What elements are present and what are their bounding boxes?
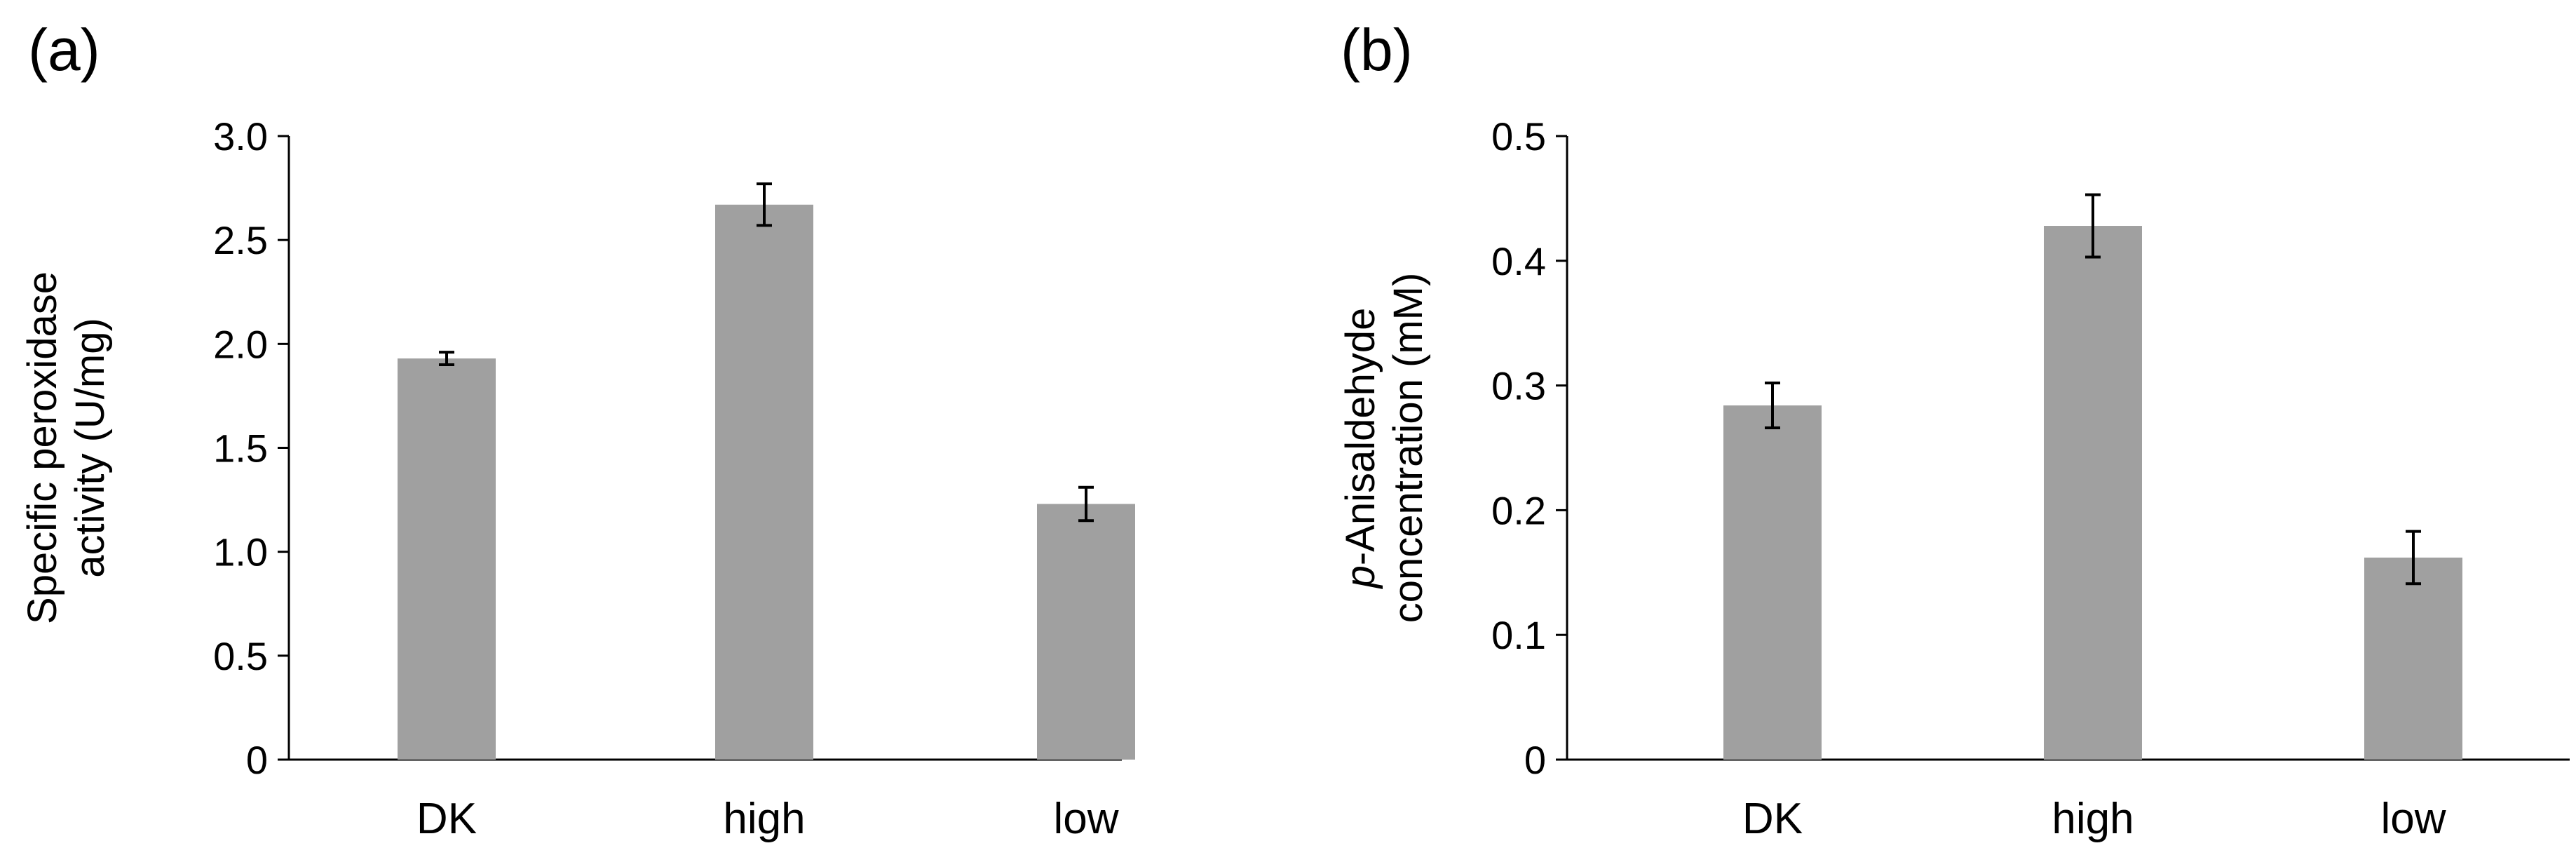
bar-b-high [2044,226,2142,760]
y-tick-label-b-2: 0.2 [1491,488,1546,532]
panel-label-b: (b) [1341,17,1413,83]
error-bar-b-low [2406,530,2421,586]
bar-b-dk [1723,405,1822,760]
x-tick-label-a-1: high [723,795,805,843]
panel-b-chart: (b) 0 0.1 0.2 0.3 0.4 0.5 DK high low p-Anisaldehy… [1338,17,2570,843]
y-tick-label-b-3: 0.3 [1491,364,1546,408]
y-tick-label-a-5: 2.5 [213,218,268,262]
panel-a-chart: (a) 0 0.5 1.0 1.5 2.0 2.5 3.0 DK high low Specific … [20,17,1135,843]
bar-a-low [1037,504,1135,760]
y-tick-label-a-4: 2.0 [213,322,268,366]
x-tick-label-a-0: DK [416,795,477,843]
error-bar-a-high [757,182,772,227]
bar-b-low [2364,557,2462,760]
y-tick-label-a-6: 3.0 [213,114,268,159]
y-axis-title-line-b-1: concentration (mM) [1385,273,1431,624]
y-axis-title-b: p-Anisaldehyde concentration (mM) [1338,273,1431,624]
error-bar-b-high [2085,193,2101,259]
y-tick-label-b-5: 0.5 [1491,114,1546,159]
y-tick-label-a-3: 1.5 [213,426,268,471]
x-tick-label-b-2: low [2380,795,2446,843]
y-tick-label-b-4: 0.4 [1491,239,1546,283]
y-tick-label-a-0: 0 [246,738,268,782]
y-axis-title-line-a-1: activity (U/mg) [67,318,113,578]
error-bar-b-dk [1765,382,1780,430]
y-axis-title-line-b-0: p-Anisaldehyde [1338,308,1383,590]
y-tick-label-b-0: 0 [1524,738,1546,782]
error-bar-a-dk [439,351,454,366]
x-tick-label-b-1: high [2052,795,2134,843]
bar-a-high [715,204,813,760]
y-tick-label-a-2: 1.0 [213,530,268,574]
y-tick-label-a-1: 0.5 [213,634,268,678]
error-bar-a-low [1078,485,1094,523]
x-tick-label-b-0: DK [1742,795,1803,843]
y-axis-title-a: Specific peroxidase activity (U/mg) [20,271,113,624]
y-axis-title-line-a-0: Specific peroxidase [20,271,65,624]
bar-a-dk [398,358,496,760]
x-tick-label-a-2: low [1053,795,1118,843]
y-tick-label-b-1: 0.1 [1491,613,1546,657]
panel-label-a: (a) [28,17,100,83]
